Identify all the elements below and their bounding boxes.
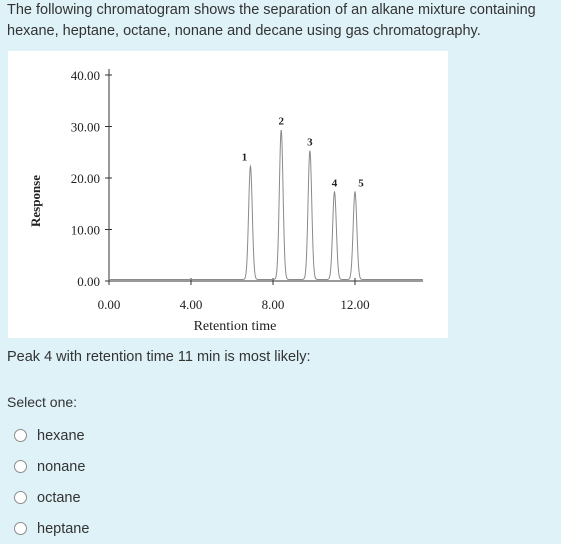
- chart-axes: 0.00 10.00 20.00 30.00 40.00 0.00 4.00 8.00 12.0…: [71, 68, 423, 312]
- x-tick-label: 0.00: [98, 297, 121, 312]
- peak-label-3: 3: [307, 136, 313, 148]
- y-tick-label: 20.00: [71, 171, 100, 186]
- y-axis-label: Response: [28, 175, 43, 227]
- answer-options: hexane nonane octane heptane: [14, 420, 89, 544]
- y-tick-label: 40.00: [71, 68, 100, 83]
- y-tick-label: 30.00: [71, 120, 100, 135]
- option-hexane[interactable]: hexane: [14, 420, 89, 451]
- y-tick-label: 0.00: [77, 274, 100, 289]
- radio-button[interactable]: [14, 460, 27, 473]
- question-line-1: The following chromatogram shows the sep…: [7, 2, 536, 18]
- x-tick-label: 8.00: [262, 297, 285, 312]
- option-octane[interactable]: octane: [14, 482, 89, 513]
- peak-label-4: 4: [332, 177, 338, 189]
- x-axis-label: Retention time: [194, 319, 277, 334]
- question-line-2: hexane, heptane, octane, nonane and deca…: [7, 23, 481, 39]
- peak-label-5: 5: [358, 177, 364, 189]
- chromatogram-chart: 0.00 10.00 20.00 30.00 40.00 0.00 4.00 8.00 12.0…: [28, 68, 423, 334]
- radio-button[interactable]: [14, 491, 27, 504]
- option-nonane[interactable]: nonane: [14, 451, 89, 482]
- x-tick-label: 4.00: [180, 297, 203, 312]
- option-label: heptane: [37, 520, 90, 537]
- option-label: nonane: [37, 458, 86, 475]
- option-label: octane: [37, 489, 81, 506]
- radio-button[interactable]: [14, 429, 27, 442]
- peak-label-1: 1: [242, 152, 248, 164]
- peak-label-2: 2: [278, 116, 284, 128]
- option-heptane[interactable]: heptane: [14, 513, 89, 544]
- question-prompt: Peak 4 with retention time 11 min is mos…: [7, 349, 311, 365]
- select-one-label: Select one:: [7, 394, 78, 410]
- chromatogram-figure: 0.00 10.00 20.00 30.00 40.00 0.00 4.00 8.00 12.0…: [8, 51, 448, 338]
- option-label: hexane: [37, 427, 85, 444]
- peak-labels: 1 2 3 4 5: [242, 116, 365, 190]
- chromatogram-trace: [109, 129, 423, 280]
- y-tick-label: 10.00: [71, 223, 100, 238]
- question-text: The following chromatogram shows the sep…: [7, 0, 559, 42]
- radio-button[interactable]: [14, 522, 27, 535]
- x-tick-label: 12.00: [340, 297, 369, 312]
